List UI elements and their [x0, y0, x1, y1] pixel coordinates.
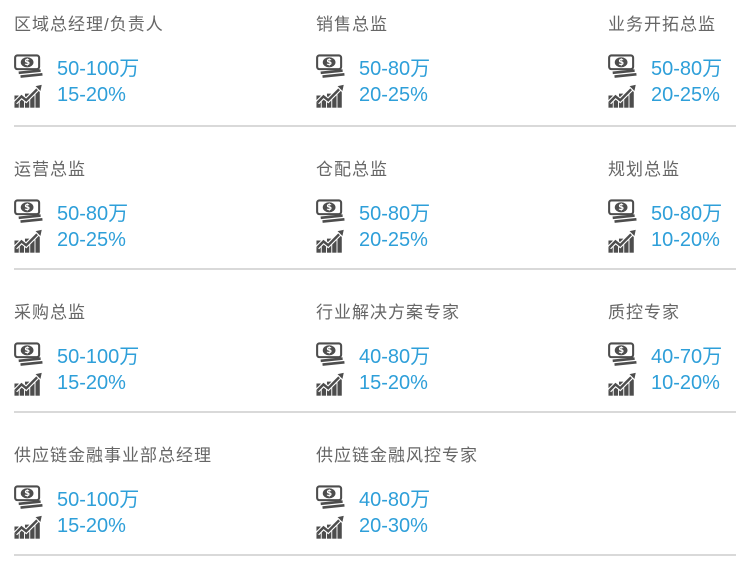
- growth-chart-icon: [316, 228, 346, 253]
- position-card: 区域总经理/负责人 50-100万 15-20%: [14, 0, 316, 127]
- position-title: 销售总监: [316, 15, 388, 34]
- growth-line: 10-20%: [608, 227, 750, 253]
- growth-value: 20-25%: [359, 83, 428, 106]
- position-title: 采购总监: [14, 303, 86, 322]
- position-card: 供应链金融事业部总经理 50-100万 15-20%: [14, 413, 316, 556]
- position-card: 规划总监 50-80万 10-20%: [608, 127, 750, 270]
- salary-row-4: 供应链金融事业部总经理 50-100万 15-20% 供应链金融风控专家 40-…: [14, 413, 750, 556]
- growth-value: 15-20%: [57, 371, 126, 394]
- salary-row-2: 运营总监 50-80万 20-25% 仓配总监 50-80万 20-25% 规划…: [14, 127, 750, 270]
- growth-chart-icon: [316, 514, 346, 539]
- growth-chart-icon: [14, 228, 44, 253]
- growth-line: 20-25%: [14, 227, 316, 253]
- growth-value: 15-20%: [57, 514, 126, 537]
- growth-chart-icon: [14, 371, 44, 396]
- growth-value: 10-20%: [651, 371, 720, 394]
- growth-chart-icon: [316, 371, 346, 396]
- growth-line: 15-20%: [316, 370, 608, 396]
- growth-line: 15-20%: [14, 370, 316, 396]
- growth-line: 20-25%: [316, 227, 608, 253]
- salary-line: 40-80万: [316, 341, 608, 368]
- salary-value: 50-100万: [57, 57, 140, 80]
- growth-chart-icon: [608, 371, 638, 396]
- salary-line: 50-80万: [14, 198, 316, 225]
- growth-value: 20-25%: [57, 228, 126, 251]
- position-card: 仓配总监 50-80万 20-25%: [316, 127, 608, 270]
- growth-line: 10-20%: [608, 370, 750, 396]
- position-title: 供应链金融风控专家: [316, 446, 478, 465]
- growth-line: 15-20%: [14, 513, 316, 539]
- growth-value: 15-20%: [57, 83, 126, 106]
- banknotes-icon: [316, 485, 346, 510]
- growth-value: 20-25%: [359, 228, 428, 251]
- salary-value: 50-80万: [359, 57, 431, 80]
- salary-line: 50-100万: [14, 484, 316, 511]
- position-title: 区域总经理/负责人: [14, 15, 164, 34]
- position-card: 销售总监 50-80万 20-25%: [316, 0, 608, 127]
- banknotes-icon: [14, 54, 44, 79]
- banknotes-icon: [608, 342, 638, 367]
- salary-value: 50-100万: [57, 345, 140, 368]
- salary-value: 50-80万: [651, 57, 723, 80]
- position-title: 质控专家: [608, 303, 680, 322]
- salary-value: 40-80万: [359, 345, 431, 368]
- position-card: 供应链金融风控专家 40-80万 20-30%: [316, 413, 608, 556]
- salary-row-3: 采购总监 50-100万 15-20% 行业解决方案专家 40-80万 15-2…: [14, 270, 750, 413]
- salary-value: 40-80万: [359, 488, 431, 511]
- salary-line: 40-80万: [316, 484, 608, 511]
- growth-value: 20-25%: [651, 83, 720, 106]
- growth-chart-icon: [316, 83, 346, 108]
- banknotes-icon: [608, 54, 638, 79]
- position-card: 业务开拓总监 50-80万 20-25%: [608, 0, 750, 127]
- growth-line: 20-25%: [608, 82, 750, 108]
- banknotes-icon: [608, 199, 638, 224]
- banknotes-icon: [316, 199, 346, 224]
- position-card: 行业解决方案专家 40-80万 15-20%: [316, 270, 608, 413]
- banknotes-icon: [316, 54, 346, 79]
- banknotes-icon: [14, 342, 44, 367]
- position-title: 仓配总监: [316, 160, 388, 179]
- growth-chart-icon: [608, 228, 638, 253]
- growth-chart-icon: [14, 514, 44, 539]
- position-title: 规划总监: [608, 160, 680, 179]
- growth-value: 15-20%: [359, 371, 428, 394]
- empty-cell: [608, 413, 750, 556]
- salary-line: 50-80万: [316, 53, 608, 80]
- growth-value: 20-30%: [359, 514, 428, 537]
- position-title: 运营总监: [14, 160, 86, 179]
- salary-line: 50-100万: [14, 341, 316, 368]
- salary-value: 50-80万: [57, 202, 129, 225]
- growth-line: 15-20%: [14, 82, 316, 108]
- salary-line: 40-70万: [608, 341, 750, 368]
- salary-row-1: 区域总经理/负责人 50-100万 15-20% 销售总监 50-80万 20-…: [14, 0, 750, 127]
- growth-line: 20-25%: [316, 82, 608, 108]
- banknotes-icon: [14, 199, 44, 224]
- position-title: 业务开拓总监: [608, 15, 716, 34]
- position-card: 运营总监 50-80万 20-25%: [14, 127, 316, 270]
- salary-line: 50-100万: [14, 53, 316, 80]
- salary-line: 50-80万: [316, 198, 608, 225]
- position-card: 采购总监 50-100万 15-20%: [14, 270, 316, 413]
- position-title: 行业解决方案专家: [316, 303, 460, 322]
- position-title: 供应链金融事业部总经理: [14, 446, 212, 465]
- growth-chart-icon: [14, 83, 44, 108]
- salary-value: 40-70万: [651, 345, 723, 368]
- growth-line: 20-30%: [316, 513, 608, 539]
- growth-chart-icon: [608, 83, 638, 108]
- position-card: 质控专家 40-70万 10-20%: [608, 270, 750, 413]
- banknotes-icon: [316, 342, 346, 367]
- salary-value: 50-80万: [651, 202, 723, 225]
- banknotes-icon: [14, 485, 44, 510]
- salary-value: 50-100万: [57, 488, 140, 511]
- salary-line: 50-80万: [608, 198, 750, 225]
- salary-line: 50-80万: [608, 53, 750, 80]
- growth-value: 10-20%: [651, 228, 720, 251]
- salary-value: 50-80万: [359, 202, 431, 225]
